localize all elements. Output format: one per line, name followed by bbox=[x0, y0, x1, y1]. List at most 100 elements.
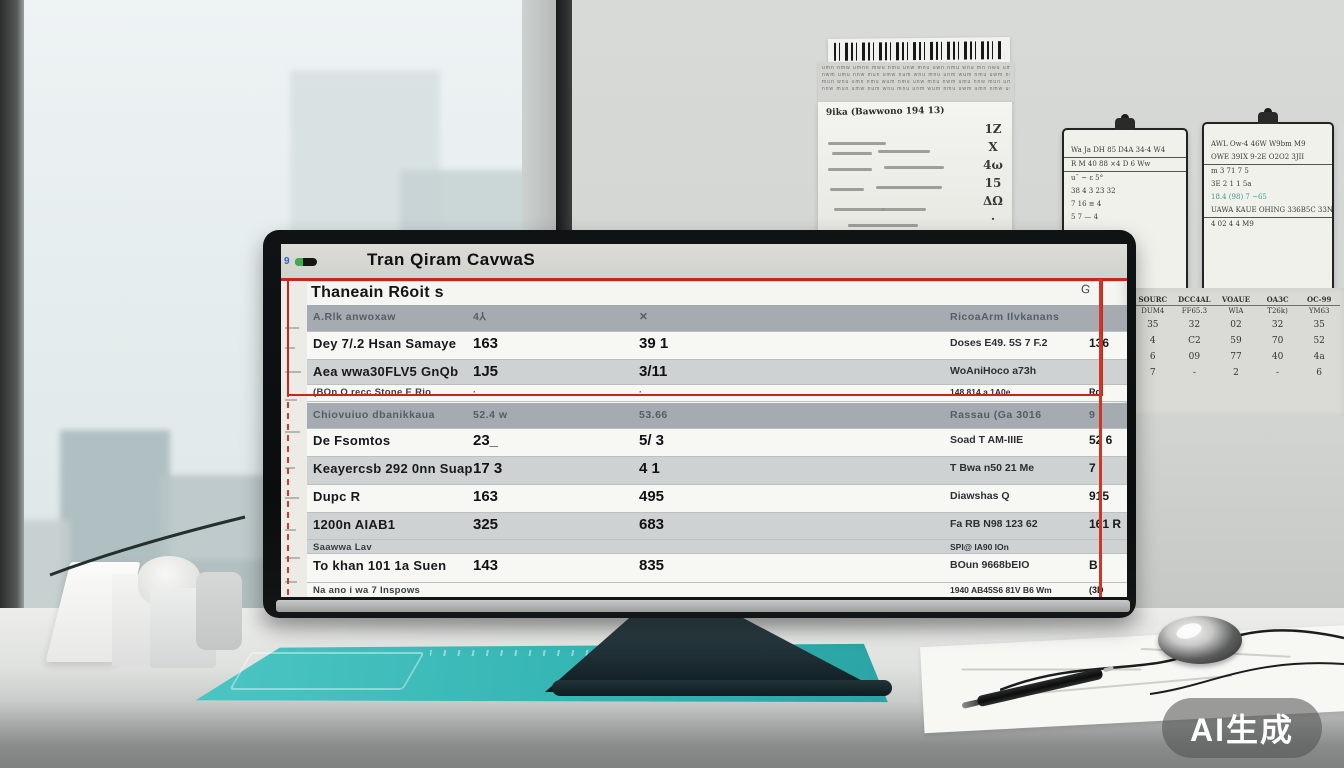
wallchart-value: 40 bbox=[1271, 352, 1284, 362]
table-row[interactable]: Na ano i wa 7 Inspows 1940 AB45S6 81V B6 … bbox=[307, 583, 1127, 597]
red-vertical-line bbox=[1099, 279, 1102, 597]
wallchart-value: 77 bbox=[1230, 352, 1242, 362]
note-number: X bbox=[988, 140, 998, 154]
rail-mark bbox=[285, 399, 297, 401]
wallchart-row: 7 - 2 - 6 bbox=[1132, 365, 1340, 381]
cell-v1: 325 bbox=[473, 516, 499, 533]
cell-rlabel: 148 814 a 1A0e bbox=[950, 387, 1011, 397]
wallchart-value: 32 bbox=[1188, 320, 1201, 330]
cell-rlabel: Doses E49. 5S 7 F.2 bbox=[950, 337, 1048, 349]
cell-label: Dey 7/.2 Hsan Samaye bbox=[313, 336, 457, 351]
cell-v2: 53.66 bbox=[639, 409, 668, 421]
titlebar-button[interactable] bbox=[295, 258, 317, 266]
rail-mark bbox=[285, 431, 300, 433]
cell-v2: 4 1 bbox=[639, 460, 660, 477]
wallchart-value: 4a bbox=[1313, 352, 1325, 362]
left-rail bbox=[281, 281, 307, 597]
cell-rlabel: BOun 9668bEIO bbox=[950, 559, 1030, 571]
wallchart-value: C2 bbox=[1188, 336, 1201, 346]
note-number: 15 bbox=[984, 176, 1002, 190]
note-scribble bbox=[830, 188, 864, 191]
cell-label: To khan 101 1a Suen bbox=[313, 558, 447, 573]
wallchart-value: 7 bbox=[1149, 368, 1156, 378]
handwritten-note: 9ika (Bawwono 194 13) 1Z X 4ω 15 ΔΩ · bbox=[818, 102, 1012, 234]
table-row[interactable]: Aea wwa30FLV5 GnQb 1J5 3/11 WoAniHoco a73h bbox=[307, 360, 1127, 385]
clipboard-row: 5 7 — 4 bbox=[1071, 213, 1099, 221]
cell-rv: 161 R bbox=[1089, 517, 1122, 531]
table-row[interactable]: De Fsomtos 23_ 5/ 3 Soad T AM-IIIE 52 6 bbox=[307, 429, 1127, 457]
table-header-row: A.Rlk anwoxaw 4⅄ ✕ RicoaArm Ilvkanans bbox=[307, 305, 1127, 332]
table-row[interactable]: To khan 101 1a Suen 143 835 BOun 9668bEIO B bbox=[307, 554, 1127, 583]
wallchart-value: 6 bbox=[1149, 352, 1156, 362]
note-scribble bbox=[876, 186, 942, 189]
cell-v2: 495 bbox=[639, 488, 665, 505]
watermark-label: AI生成 bbox=[1189, 712, 1294, 748]
clipboard-clip bbox=[1115, 118, 1135, 130]
cell-label: Chiovuiuo dbanikkaua bbox=[313, 409, 436, 421]
fine-print-line: mun wnu umn nmu wum nmu unw mnu nwm umu … bbox=[822, 79, 1010, 85]
clipboard-row: 18.4 (98) 7 ~65 bbox=[1211, 193, 1267, 201]
cell-v2: 3/11 bbox=[639, 363, 668, 380]
wallchart-subheader: WIA bbox=[1228, 307, 1244, 315]
note-scribble bbox=[832, 152, 872, 155]
fine-print-line: nwm umu nnw mun umw num wnu mnu unm wum … bbox=[822, 72, 1010, 78]
note-scribble bbox=[848, 224, 918, 227]
note-scribble bbox=[828, 168, 872, 171]
wallchart-subheader-row: DUM4 FF65.3 WIA T26k) YM63 bbox=[1132, 306, 1340, 317]
cell-v1: 52.4 w bbox=[473, 409, 508, 421]
wallchart-value: 02 bbox=[1230, 320, 1242, 330]
wallchart-header: OA3C bbox=[1256, 294, 1299, 306]
glint bbox=[1174, 620, 1204, 642]
note-number: 4ω bbox=[983, 158, 1003, 172]
clipboard-row: u¯ ~ ε 5° bbox=[1071, 174, 1104, 182]
wallchart-value: 70 bbox=[1271, 336, 1284, 346]
table-row[interactable]: (BOn O recc Stone E Rio · · 148 814 a 1A0e R… bbox=[307, 385, 1127, 402]
cell-rlabel: Rassau (Ga 3016 bbox=[950, 409, 1042, 421]
note-number: · bbox=[990, 212, 996, 226]
rail-mark bbox=[285, 581, 297, 583]
wallchart-header: SOURC bbox=[1132, 294, 1174, 306]
cell-rlabel: T Bwa n50 21 Me bbox=[950, 462, 1035, 474]
cell-rv: Rd bbox=[1089, 387, 1101, 397]
fine-print-line: nnw mun umw num wnu mnu unm wum nmu uwm … bbox=[822, 86, 1010, 92]
cell-v1: 1J5 bbox=[473, 363, 499, 380]
window-frame-left bbox=[0, 0, 24, 614]
cell-label: A.Rlk anwoxaw bbox=[313, 311, 396, 323]
wallchart-value: 2 bbox=[1233, 368, 1239, 378]
wallchart-value: 4 bbox=[1149, 336, 1156, 346]
clipboard-row: UAWA KAUE OHING 336B5C 33NE bbox=[1204, 204, 1332, 218]
clipboard-row: 3E 2 1 1 5a bbox=[1211, 180, 1252, 188]
cell-v1: · bbox=[473, 387, 476, 397]
wallchart-row: 6 09 77 40 4a bbox=[1132, 349, 1340, 365]
note-number: 1Z bbox=[984, 122, 1002, 136]
metal-badge bbox=[1158, 616, 1242, 664]
rail-mark bbox=[285, 497, 299, 499]
table-row[interactable]: Dey 7/.2 Hsan Samaye 163 39 1 Doses E49. 5S… bbox=[307, 332, 1127, 360]
cell-rv: (3D bbox=[1089, 585, 1104, 595]
clipboard-row: 4 02 4 4 M9 bbox=[1211, 220, 1254, 228]
barcode-bars bbox=[833, 41, 1005, 61]
cell-rv: 7 bbox=[1089, 461, 1096, 475]
monitor-stand-base bbox=[552, 680, 892, 696]
mat-sketch bbox=[430, 650, 650, 656]
table-row[interactable]: Keayercsb 292 0nn Suap 17 3 4 1 T Bwa n50 2… bbox=[307, 457, 1127, 485]
wallchart-header-row: SOURC DCC4AL VOAUE OA3C OC-99 bbox=[1132, 294, 1340, 306]
cell-v2: ✕ bbox=[639, 311, 649, 323]
table-row[interactable]: Saawwa Lav SPI@ IA90 IOn bbox=[307, 540, 1127, 554]
clipboard-row: 38 4 3 23 32 bbox=[1071, 187, 1116, 195]
cell-label: De Fsomtos bbox=[313, 433, 391, 448]
table-row[interactable]: 1200n AIAB1 325 683 Fa RB N98 123 62 161 R bbox=[307, 513, 1127, 540]
clipboard-clip bbox=[1258, 112, 1278, 124]
app-titlebar: 9 Tran Qiram CavwaS bbox=[281, 244, 1127, 278]
cell-rlabel: 1940 AB45S6 81V B6 Wm bbox=[950, 585, 1052, 595]
clipboard-row: R M 40 88 ×4 D 6 Ww bbox=[1064, 158, 1186, 172]
note-scribble bbox=[834, 208, 884, 211]
cell-v2: · bbox=[639, 387, 642, 397]
cell-v1: 163 bbox=[473, 335, 499, 352]
cell-rlabel: Soad T AM-IIIE bbox=[950, 434, 1024, 446]
cell-rv: B bbox=[1089, 558, 1098, 572]
wallchart-value: 35 bbox=[1313, 320, 1325, 330]
mat-sketch bbox=[229, 652, 425, 690]
